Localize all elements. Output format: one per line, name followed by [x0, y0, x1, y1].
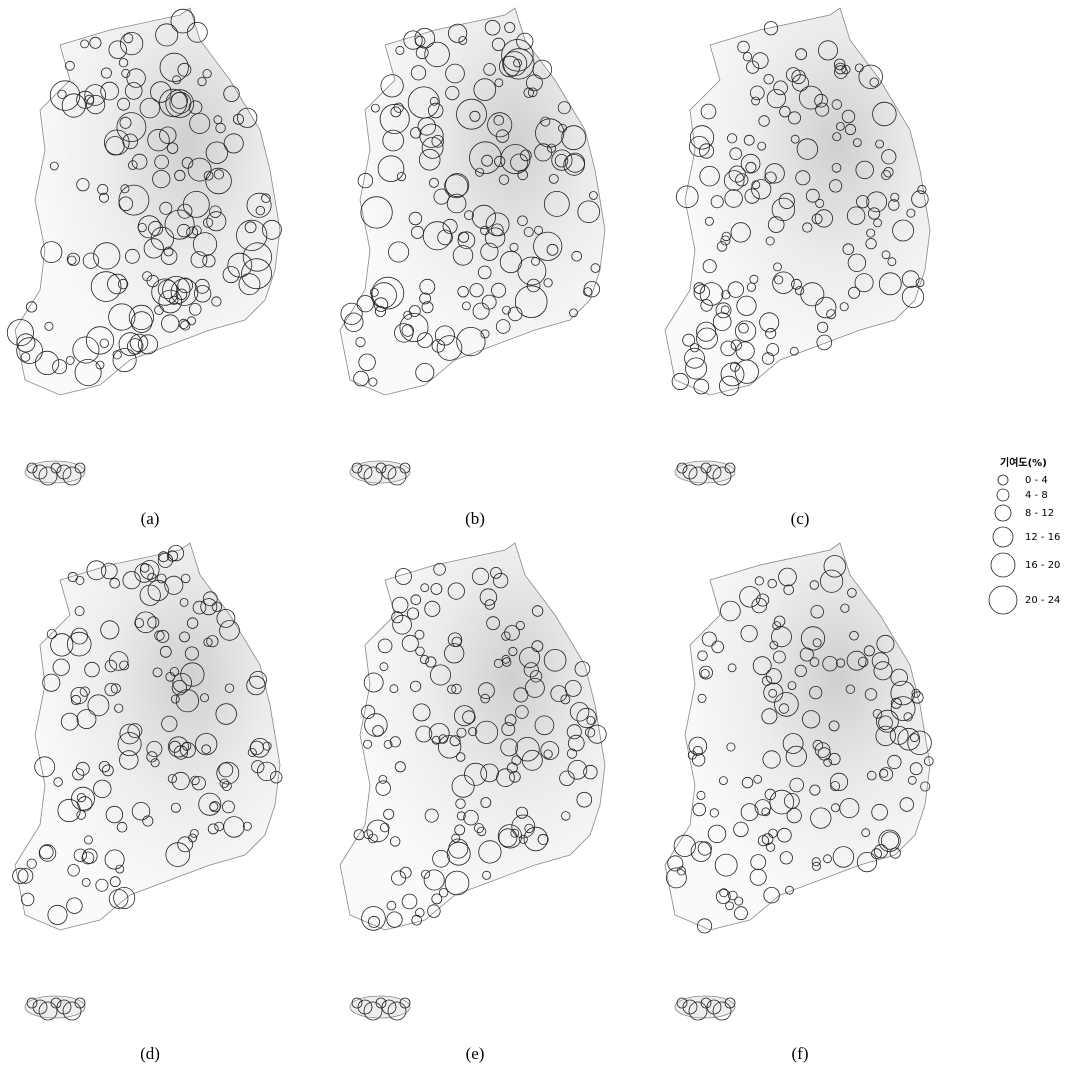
legend-label: 20 - 24: [1025, 595, 1060, 606]
legend: 기여도(%) 0 - 4 4 - 8 8 - 12 12 - 16 16 - 20 20 -…: [989, 456, 1060, 614]
legend-symbol: [989, 586, 1017, 614]
legend-label: 16 - 20: [1025, 560, 1060, 571]
legend-symbol: [991, 553, 1015, 577]
legend-symbol: [997, 489, 1009, 501]
map-panel: (a): [7, 8, 281, 528]
map-panel: (d): [13, 543, 282, 1063]
jeju-island: [25, 996, 85, 1018]
jeju-island: [25, 461, 85, 483]
panel-label: (e): [466, 1044, 485, 1063]
legend-label: 12 - 16: [1025, 532, 1060, 543]
mainland: [340, 543, 605, 930]
mainland: [15, 8, 280, 395]
map-panel: (f): [665, 543, 933, 1063]
legend-symbol: [998, 475, 1008, 485]
panel-label: (a): [141, 509, 160, 528]
legend-label: 4 - 8: [1025, 490, 1048, 501]
legend-label: 8 - 12: [1025, 508, 1054, 519]
mainland: [15, 543, 280, 930]
mainland: [340, 8, 605, 395]
panel-label: (c): [791, 509, 810, 528]
jeju-island: [675, 996, 735, 1018]
legend-symbol: [995, 505, 1011, 521]
jeju-island: [350, 996, 410, 1018]
panel-label: (d): [140, 1044, 160, 1063]
jeju-island: [350, 461, 410, 483]
figure: (a) (b) (c) (d) (e) (f) 기여도(%) 0 - 4 4 - 8 8 - 12…: [0, 0, 1068, 1070]
map-panel: (b): [340, 8, 605, 528]
jeju-island: [675, 461, 735, 483]
map-panel: (c): [665, 8, 930, 528]
legend-title: 기여도(%): [1000, 456, 1047, 469]
panel-label: (f): [792, 1044, 809, 1063]
panel-label: (b): [465, 509, 485, 528]
map-panel: (e): [340, 543, 606, 1063]
legend-label: 0 - 4: [1025, 475, 1048, 486]
legend-symbol: [993, 527, 1013, 547]
